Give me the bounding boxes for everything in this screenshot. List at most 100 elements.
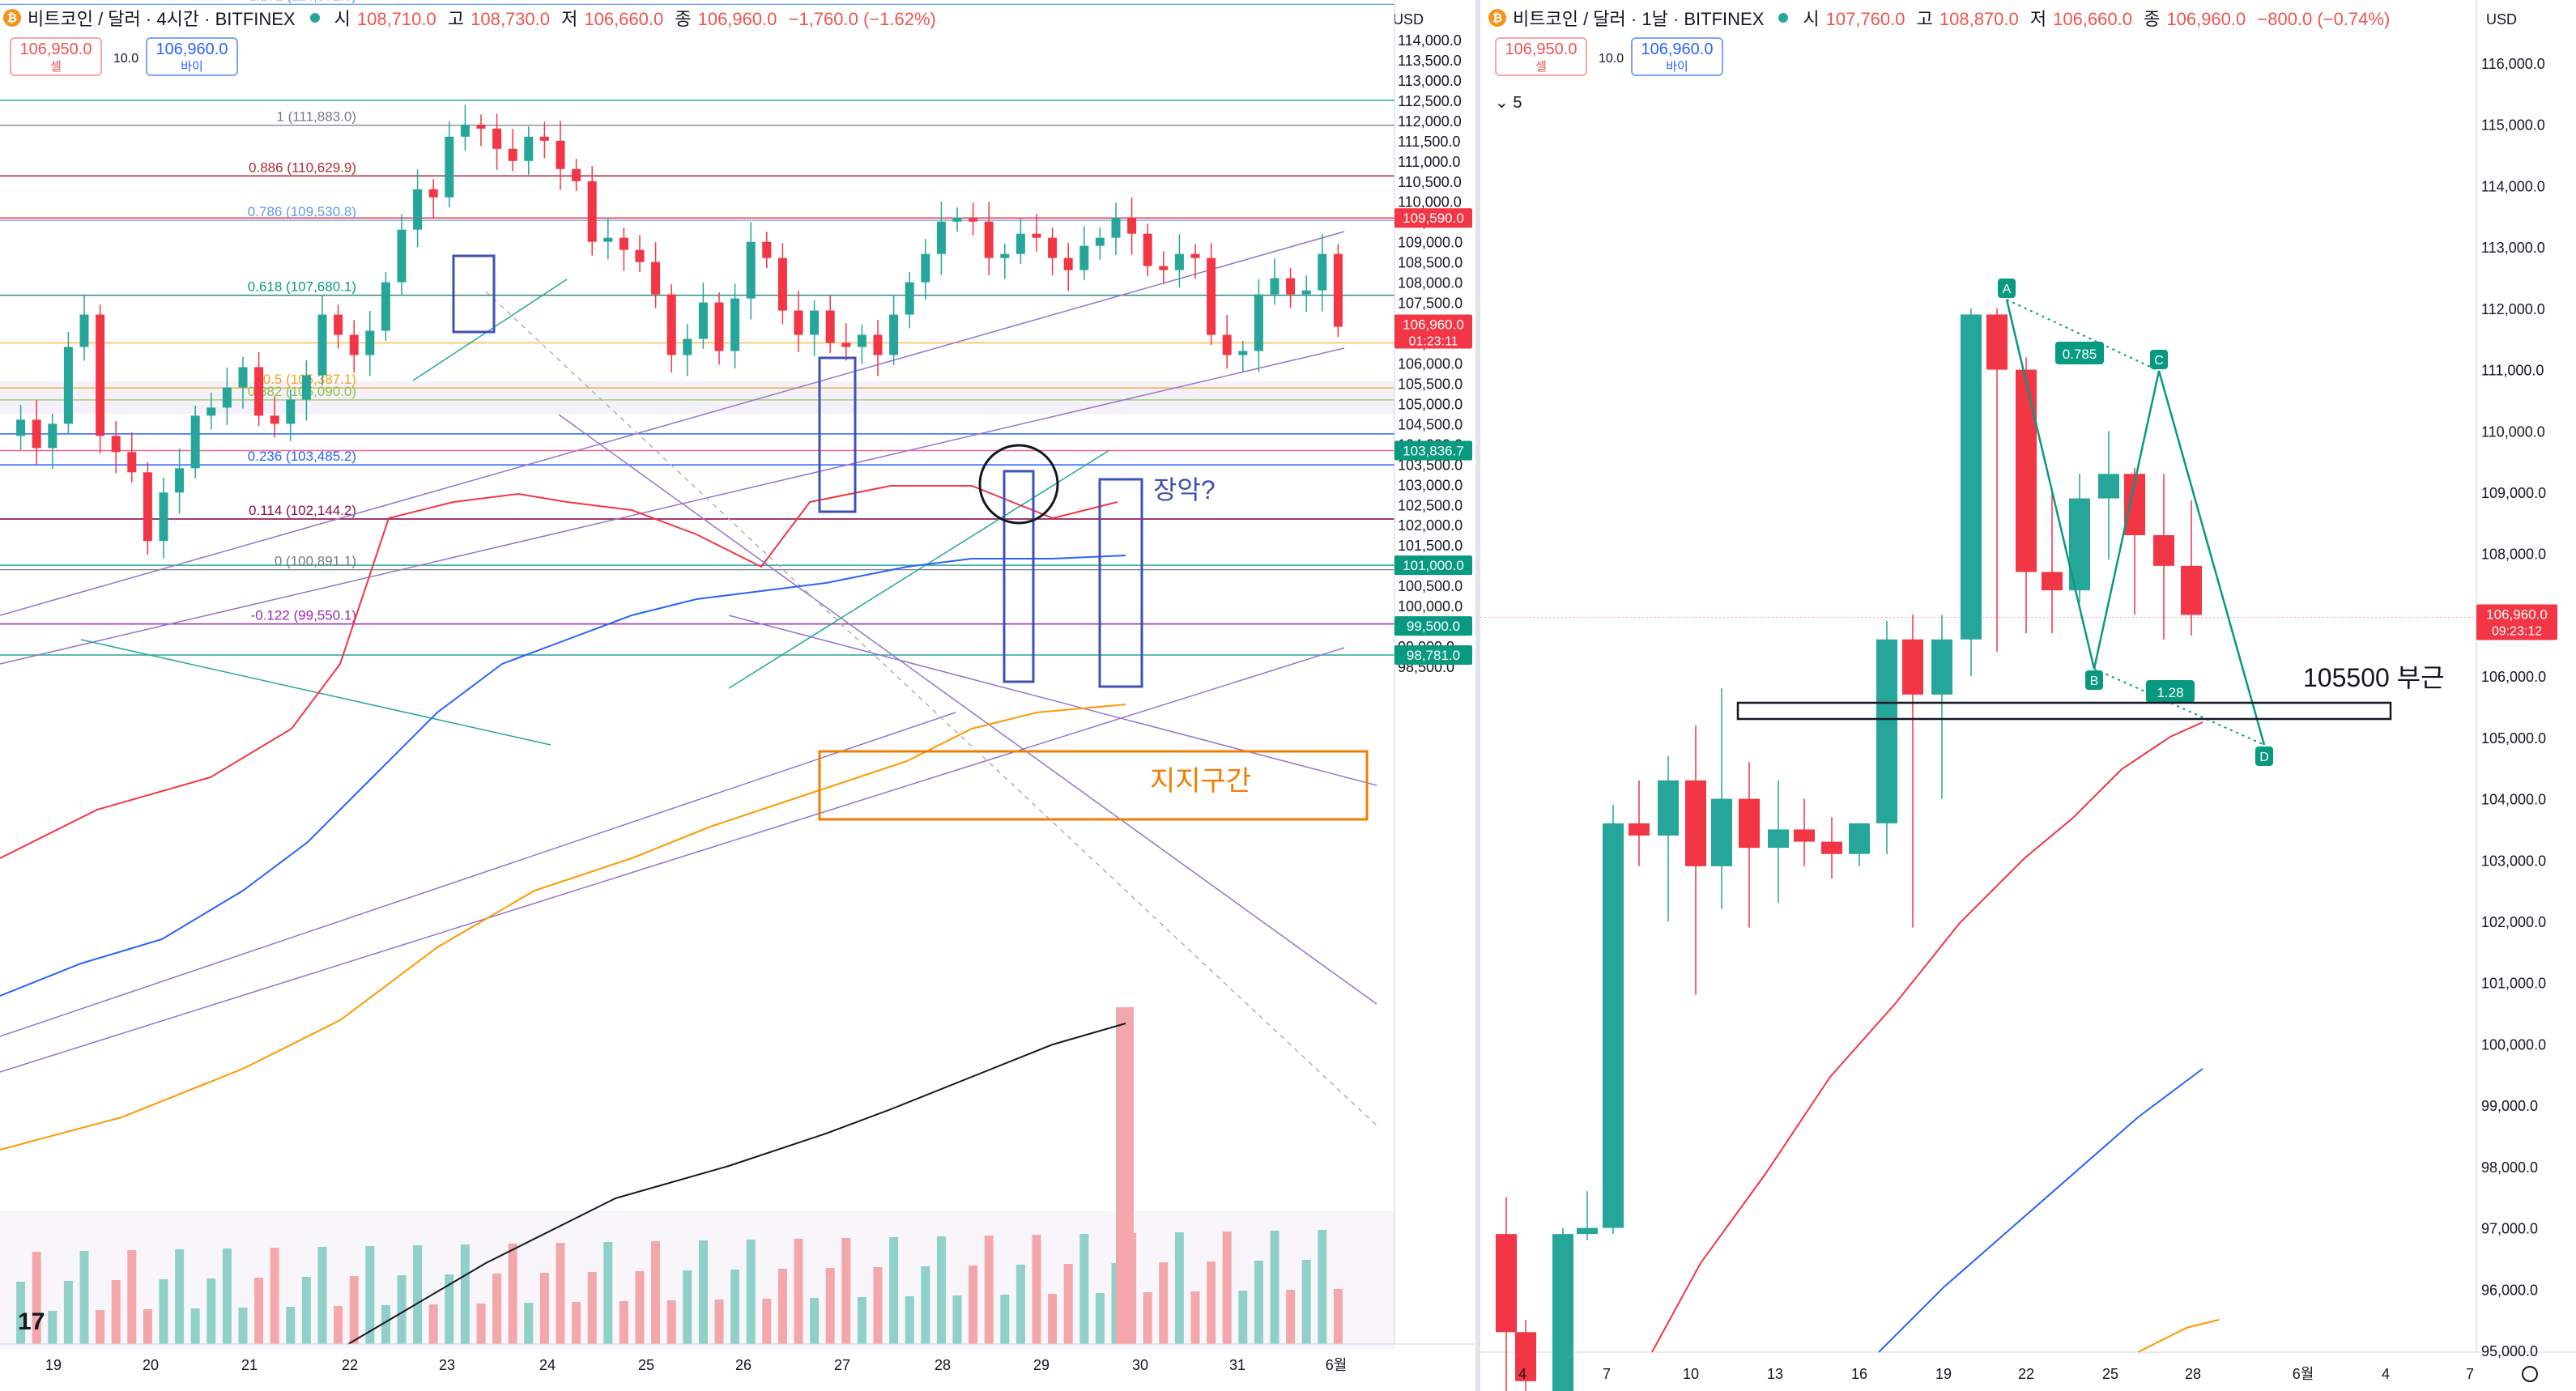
ohlc-low-key: 저 <box>561 9 578 29</box>
candle-body <box>603 237 613 242</box>
buy-price: 106,960.0 <box>155 40 228 58</box>
candle-body <box>1000 253 1010 258</box>
candle-body <box>190 415 200 469</box>
candle-body <box>2098 474 2119 499</box>
volume-bar <box>79 1251 89 1344</box>
price-tag <box>1394 616 1472 636</box>
candle-body <box>889 314 899 355</box>
candle-body <box>873 334 883 355</box>
ohlc-change: −1,760.0 (−1.62%) <box>788 9 936 29</box>
candle-body <box>1685 780 1706 866</box>
moving-average-blue <box>0 555 1126 997</box>
volume-bar <box>1254 1261 1263 1344</box>
price-tag-countdown: 09:23:12 <box>2492 624 2542 638</box>
volume-bar <box>984 1236 994 1344</box>
time-axis-label: 25 <box>2102 1366 2118 1382</box>
time-axis-label: 31 <box>1229 1357 1245 1373</box>
candle-body <box>794 310 803 335</box>
left-buy-button[interactable]: 106,960.0 바이 <box>146 37 238 76</box>
candle-body <box>413 189 423 230</box>
volume-bar <box>301 1277 311 1344</box>
price-axis-label: 109,000.0 <box>2481 485 2546 501</box>
time-axis-label: 26 <box>735 1357 752 1373</box>
fib-level-label: 0.114 (102,144.2) <box>249 503 356 518</box>
candle-body <box>175 468 185 493</box>
right-chart-title[interactable]: 비트코인 / 달러 · 1날 · BITFINEX <box>1513 9 1765 29</box>
right-indicator-toggle[interactable]: ⌄ 5 <box>1495 92 1522 113</box>
candle-body <box>1603 823 1624 1228</box>
candle-body <box>1577 1227 1598 1235</box>
candle-body <box>1821 841 1842 854</box>
left-currency-label[interactable]: USD <box>1393 11 1424 28</box>
fib-level-label: 0.886 (110,629.9) <box>249 160 356 175</box>
right-currency-label[interactable]: USD <box>2486 11 2518 28</box>
harmonic-pattern-line <box>2005 299 2266 746</box>
moving-average-orange <box>0 704 1126 1151</box>
candle-body <box>1552 1234 1573 1391</box>
ohlc-close: 106,960.0 <box>697 9 777 29</box>
candle-body <box>397 229 407 283</box>
volume-bar <box>730 1270 740 1344</box>
highlight-box <box>452 254 496 334</box>
ohlc-change: −800.0 (−0.74%) <box>2257 9 2391 29</box>
volume-bar <box>111 1280 121 1344</box>
candle-body <box>1111 217 1121 238</box>
candle-body <box>1254 294 1263 351</box>
sell-price: 106,950.0 <box>19 40 92 58</box>
candle-body <box>1333 253 1343 327</box>
support-annotation: 105500 부근 <box>2303 663 2445 692</box>
candle-body <box>698 302 708 339</box>
price-tag <box>1394 208 1472 228</box>
candle-body <box>1095 237 1105 246</box>
candle-body <box>984 221 994 258</box>
price-axis-label: 105,000.0 <box>1398 396 1463 412</box>
price-axis-label: 108,000.0 <box>1398 275 1463 291</box>
pattern-point-marker <box>2085 670 2103 690</box>
bitcoin-icon: ₿ <box>3 9 21 27</box>
volume-bar <box>1301 1260 1311 1344</box>
pattern-point-marker <box>2150 350 2168 369</box>
volume-bar <box>143 1309 152 1344</box>
volume-bar <box>32 1252 41 1344</box>
volume-bar <box>635 1271 645 1344</box>
trend-channel-line <box>0 712 956 1037</box>
right-buy-button[interactable]: 106,960.0 바이 <box>1631 37 1723 76</box>
candle-body <box>1222 334 1232 355</box>
volume-bar <box>683 1270 692 1344</box>
candle-body <box>651 262 661 295</box>
volume-bar <box>397 1275 407 1344</box>
left-ohlc: 시 108,710.0 고 108,730.0 저 106,660.0 종 106,96… <box>334 5 943 31</box>
candle-body <box>32 419 41 449</box>
volume-bar <box>810 1298 820 1344</box>
time-axis-label: 24 <box>539 1357 556 1373</box>
buy-label: 바이 <box>1666 60 1688 74</box>
left-chart-title[interactable]: 비트코인 / 달러 · 4시간 · BITFINEX <box>28 9 296 29</box>
candle-body <box>1270 278 1279 295</box>
price-axis-label: 112,000.0 <box>1398 113 1462 130</box>
pattern-point-marker <box>1998 279 2016 298</box>
fib-level-label: -0.122 (99,550.1) <box>251 608 356 623</box>
left-sell-button[interactable]: 106,950.0 셀 <box>10 37 102 76</box>
sell-label: 셀 <box>50 60 62 74</box>
volume-bar <box>1286 1290 1296 1344</box>
candle-body <box>63 347 73 424</box>
candle-body <box>952 217 962 222</box>
time-axis-label: 19 <box>45 1357 62 1373</box>
volume-bar <box>1015 1265 1025 1344</box>
right-sell-button[interactable]: 106,950.0 셀 <box>1495 37 1587 76</box>
candle-body <box>1902 639 1923 695</box>
price-axis-label: 102,000.0 <box>1398 517 1463 534</box>
volume-bar <box>889 1237 899 1344</box>
candle-body <box>1318 253 1327 291</box>
price-axis-label: 110,000.0 <box>1398 194 1462 211</box>
teal-trend-line <box>80 639 551 746</box>
ohlc-high-key: 고 <box>1916 9 1933 29</box>
volume-bar <box>127 1250 137 1344</box>
candle-body <box>921 253 930 283</box>
candle-body <box>301 375 311 400</box>
volume-bar <box>190 1308 200 1344</box>
right-ohlc: 시 107,760.0 고 108,870.0 저 106,660.0 종 106,96… <box>1803 5 2396 31</box>
candle-body <box>460 124 470 137</box>
price-axis-label: 112,000.0 <box>2481 301 2545 317</box>
